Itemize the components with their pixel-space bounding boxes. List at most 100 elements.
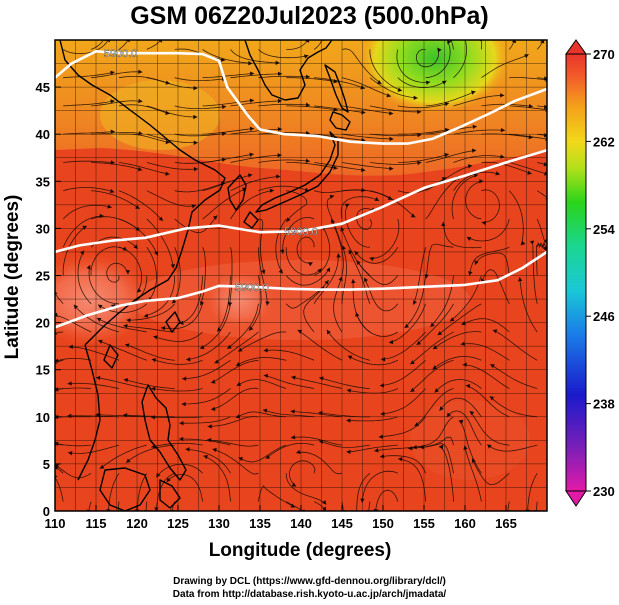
streamline-arrowhead bbox=[474, 260, 479, 265]
streamline bbox=[451, 174, 479, 220]
streamline-arrowhead bbox=[67, 413, 72, 419]
x-tick-label: 140 bbox=[290, 516, 312, 531]
contour-label: 5900.0 bbox=[104, 48, 138, 60]
streamline-arrowhead bbox=[473, 173, 479, 178]
streamline-arrowhead bbox=[158, 216, 163, 221]
streamline bbox=[200, 247, 206, 306]
streamline-arrowhead bbox=[543, 133, 547, 138]
streamline bbox=[146, 41, 160, 50]
contour-label: 5900.0 bbox=[235, 282, 269, 294]
streamline-arrowhead bbox=[410, 387, 415, 392]
streamline bbox=[458, 420, 482, 474]
streamline bbox=[285, 190, 308, 223]
streamline-arrowhead bbox=[347, 355, 353, 360]
streamline-arrowhead bbox=[355, 312, 360, 317]
streamline bbox=[230, 154, 282, 163]
streamline-arrowhead bbox=[263, 347, 268, 353]
streamline bbox=[453, 155, 505, 163]
streamline-arrowhead bbox=[248, 60, 253, 66]
streamline bbox=[462, 364, 510, 389]
streamline bbox=[481, 54, 529, 79]
streamline-arrowhead bbox=[156, 472, 161, 478]
streamline-arrowhead bbox=[123, 323, 128, 329]
streamline-arrowhead bbox=[67, 381, 72, 386]
streamline-arrowhead bbox=[338, 276, 343, 281]
streamline bbox=[318, 440, 370, 448]
streamline-arrowhead bbox=[186, 357, 191, 362]
sulawesi bbox=[159, 479, 181, 509]
streamline bbox=[469, 410, 510, 446]
streamline-arrowhead bbox=[55, 358, 59, 363]
streamline bbox=[432, 355, 482, 370]
streamline-arrowhead bbox=[417, 160, 422, 166]
streamline bbox=[425, 149, 477, 163]
streamline-arrowhead bbox=[461, 321, 466, 326]
y-tick-label: 45 bbox=[36, 80, 50, 95]
streamline bbox=[230, 128, 282, 135]
streamline bbox=[275, 218, 287, 274]
streamline bbox=[397, 77, 447, 88]
streamline-arrowhead bbox=[182, 376, 187, 381]
streamline-arrowhead bbox=[360, 85, 365, 90]
streamline-arrowhead bbox=[161, 325, 166, 331]
streamline bbox=[341, 501, 344, 510]
streamline bbox=[285, 473, 327, 505]
streamline bbox=[425, 175, 462, 220]
streamline-arrowhead bbox=[263, 373, 269, 379]
streamline-arrowhead bbox=[467, 164, 473, 169]
streamline-arrowhead bbox=[207, 437, 212, 443]
streamline bbox=[125, 444, 175, 464]
streamline-arrowhead bbox=[304, 54, 309, 59]
streamline-arrowhead bbox=[236, 381, 242, 386]
streamline-arrowhead bbox=[249, 152, 254, 157]
streamline-arrowhead bbox=[211, 406, 216, 411]
streamline-arrowhead bbox=[397, 87, 402, 92]
coastline-siberia bbox=[244, 40, 333, 101]
streamline bbox=[286, 162, 338, 169]
colorbar-ticks: 270 262 254 246 238 230 bbox=[586, 47, 615, 499]
streamline-arrowhead bbox=[99, 464, 105, 469]
streamline bbox=[202, 153, 254, 163]
streamline-arrowhead bbox=[305, 74, 310, 79]
colorbar-tick-label: 238 bbox=[593, 397, 615, 412]
streamline bbox=[397, 102, 450, 109]
streamline-arrowhead bbox=[193, 86, 198, 91]
streamline bbox=[125, 343, 175, 361]
streamline bbox=[465, 180, 484, 220]
streamline-arrowhead bbox=[249, 71, 255, 76]
streamline bbox=[282, 216, 315, 254]
streamline bbox=[537, 162, 545, 165]
streamline bbox=[460, 343, 510, 361]
x-tick-label: 160 bbox=[454, 516, 476, 531]
streamline bbox=[286, 77, 338, 83]
streamline-arrowhead bbox=[227, 301, 233, 307]
streamline bbox=[369, 133, 422, 137]
streamline-arrowhead bbox=[540, 40, 545, 44]
streamline bbox=[91, 162, 143, 171]
streamline bbox=[146, 190, 197, 207]
streamline bbox=[237, 331, 287, 352]
streamline-arrowhead bbox=[517, 277, 523, 282]
streamline bbox=[55, 331, 64, 334]
streamline bbox=[286, 501, 304, 511]
streamline bbox=[88, 501, 92, 510]
streamline-arrowhead bbox=[211, 379, 216, 384]
streamline-arrowhead bbox=[82, 225, 87, 230]
streamline bbox=[415, 47, 440, 68]
streamline-arrowhead bbox=[346, 449, 351, 455]
streamline bbox=[318, 412, 370, 418]
streamline-arrowhead bbox=[138, 98, 143, 104]
streamline-arrowhead bbox=[481, 220, 487, 226]
streamline bbox=[313, 225, 331, 276]
streamline-arrowhead bbox=[68, 451, 73, 456]
streamline bbox=[207, 416, 259, 427]
streamlines bbox=[55, 40, 547, 511]
streamline-arrowhead bbox=[369, 256, 374, 262]
streamline bbox=[258, 103, 311, 107]
streamline bbox=[263, 349, 315, 361]
streamline bbox=[63, 187, 115, 193]
philippines bbox=[141, 384, 187, 481]
streamline bbox=[346, 388, 398, 394]
streamline bbox=[326, 195, 343, 248]
